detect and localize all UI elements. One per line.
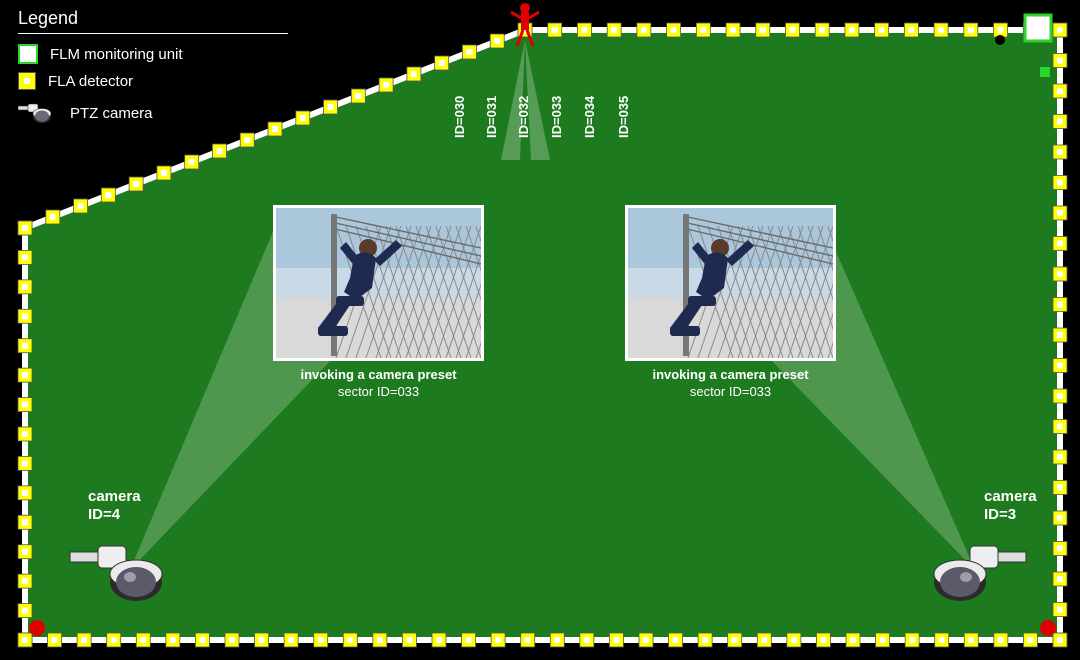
legend-title: Legend <box>18 8 288 34</box>
legend-label: PTZ camera <box>70 105 153 122</box>
preset-subcaption: sector ID=033 <box>625 384 836 399</box>
flm-icon <box>18 44 38 64</box>
sector-id-label: ID=035 <box>616 96 631 138</box>
preset-subcaption: sector ID=033 <box>273 384 484 399</box>
sector-id-label: ID=032 <box>516 96 531 138</box>
ptz-camera-icon <box>918 532 1028 609</box>
preset-box: invoking a camera preset sector ID=033 <box>273 205 484 399</box>
legend-label: FLM monitoring unit <box>50 46 183 63</box>
ptz-camera-icon <box>68 532 178 609</box>
black-dot <box>995 35 1005 45</box>
legend: Legend FLM monitoring unit FLA detector … <box>18 8 288 136</box>
camera-label: cameraID=4 <box>88 488 141 524</box>
flm-unit <box>1025 15 1051 41</box>
preset-image <box>625 205 836 361</box>
sector-id-label: ID=030 <box>452 96 467 138</box>
sector-id-label: ID=034 <box>582 96 597 138</box>
legend-item-flm: FLM monitoring unit <box>18 44 288 64</box>
fla-icon <box>18 72 36 90</box>
ptz-icon <box>18 98 58 128</box>
legend-label: FLA detector <box>48 73 133 90</box>
legend-item-fla: FLA detector <box>18 72 288 90</box>
diagram-canvas: Legend FLM monitoring unit FLA detector … <box>0 0 1080 660</box>
sector-id-label: ID=031 <box>484 96 499 138</box>
legend-item-ptz: PTZ camera <box>18 98 288 128</box>
sector-id-label: ID=033 <box>549 96 564 138</box>
preset-caption: invoking a camera preset <box>625 367 836 382</box>
green-inner-square <box>1040 67 1050 77</box>
preset-box: invoking a camera preset sector ID=033 <box>625 205 836 399</box>
camera-label: cameraID=3 <box>984 488 1037 524</box>
preset-caption: invoking a camera preset <box>273 367 484 382</box>
preset-image <box>273 205 484 361</box>
